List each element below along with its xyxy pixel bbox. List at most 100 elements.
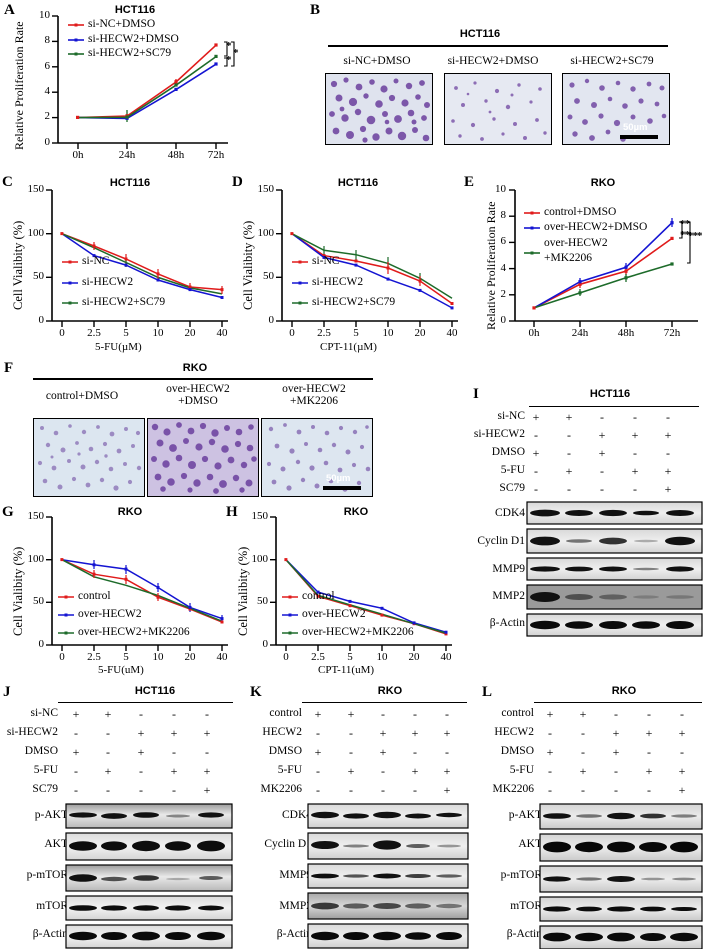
panel-g-xtick-0: 0 xyxy=(59,651,65,663)
panel-j-blot-images xyxy=(65,803,233,949)
panel-e: E RKO Relative Proliferation Rate xyxy=(458,170,704,360)
panel-l-val-4-0: - xyxy=(548,783,552,797)
panel-d-xtick-0: 0 xyxy=(289,327,295,339)
panel-l-val-3-0: - xyxy=(548,764,552,778)
panel-l-rule xyxy=(534,702,702,704)
panel-l-cond-label-4: MK2206 xyxy=(492,783,534,795)
panel-c-ytick-3: 150 xyxy=(27,183,45,195)
panel-e-sig-2: *** xyxy=(688,230,702,242)
panel-e-plot xyxy=(509,189,698,327)
panel-l-val-3-1: + xyxy=(579,764,587,778)
panel-j-val-0-4: - xyxy=(205,707,209,721)
panel-f-caption-0: control+DMSO xyxy=(45,390,119,402)
panel-k-val-2-0: + xyxy=(314,745,322,759)
panel-h-title: RKO xyxy=(343,506,369,518)
panel-i-val-4-0: - xyxy=(534,482,538,496)
panel-h-legend-2: over-HECW2+MK2206 xyxy=(302,626,414,638)
panel-l-val-3-2: - xyxy=(614,764,618,778)
panel-i-val-4-2: - xyxy=(600,482,604,496)
panel-l-val-2-3: - xyxy=(647,745,651,759)
panel-d-ytick-2: 100 xyxy=(257,227,275,239)
panel-k-val-4-0: - xyxy=(316,783,320,797)
panel-b-scale-bar xyxy=(620,135,658,139)
panel-e-ytick-2: 4 xyxy=(500,262,507,274)
panel-l-val-2-1: - xyxy=(581,745,585,759)
panel-k-val-0-1: + xyxy=(347,707,355,721)
panel-a-legend-1: si-HECW2+DMSO xyxy=(88,33,179,45)
panel-j-val-0-3: - xyxy=(172,707,176,721)
panel-l-val-2-2: + xyxy=(612,745,620,759)
panel-k-blot-images xyxy=(307,803,469,949)
panel-l-val-4-2: - xyxy=(614,783,618,797)
panel-l-blot-label-1: AKT xyxy=(518,838,542,850)
panel-a-sig-2: * xyxy=(233,47,238,59)
panel-k-val-3-3: + xyxy=(411,764,419,778)
panel-d: D HCT116 Cell Vialibity (%) xyxy=(228,170,463,360)
panel-d-xlabel: CPT-11(µM) xyxy=(320,341,377,353)
panel-j-val-1-4: + xyxy=(203,726,211,740)
panel-l-val-2-4: - xyxy=(680,745,684,759)
panel-f-scale-bar xyxy=(323,486,361,490)
panel-l-blot-label-3: mTOR xyxy=(510,900,542,912)
panel-e-ytick-3: 6 xyxy=(500,235,507,247)
panel-d-legend-2: si-HECW2+SC79 xyxy=(312,296,396,308)
panel-e-ytick-0: 0 xyxy=(500,314,507,326)
panel-l-val-0-4: - xyxy=(680,707,684,721)
panel-c-xtick-1: 2.5 xyxy=(87,327,101,339)
panel-g-xlabel: 5-FU(uM) xyxy=(98,664,144,676)
panel-d-xtick-2: 5 xyxy=(353,327,359,339)
panel-k: K RKO control HECW2 DMSO 5-FU MK2206 + +… xyxy=(240,682,469,949)
panel-e-legend-0: control+DMSO xyxy=(544,206,617,218)
panel-i-val-3-0: - xyxy=(534,464,538,478)
panel-j-blot-label-1: AKT xyxy=(44,838,68,850)
panel-k-val-2-2: + xyxy=(379,745,387,759)
panel-i-title: HCT116 xyxy=(589,388,631,400)
panel-j-cond-label-3: 5-FU xyxy=(33,764,58,776)
panel-a-xtick-0: 0h xyxy=(72,149,84,161)
panel-j-val-4-4: + xyxy=(203,783,211,797)
panel-i-rule xyxy=(529,406,699,408)
panel-j-val-3-0: - xyxy=(74,764,78,778)
panel-b-title: HCT116 xyxy=(459,28,501,40)
panel-d-plot xyxy=(276,189,458,327)
panel-a-xtick-2: 48h xyxy=(167,149,185,161)
panel-j: J HCT116 si-NC si-HECW2 DMSO 5-FU SC79 +… xyxy=(0,682,235,949)
panel-l-cond-label-2: DMSO xyxy=(500,745,534,757)
panel-i-val-1-3: + xyxy=(631,428,639,442)
panel-a-plot xyxy=(52,15,235,149)
panel-i-val-3-3: + xyxy=(631,464,639,478)
panel-i-val-1-1: - xyxy=(567,428,571,442)
panel-k-cond-label-3: 5-FU xyxy=(277,764,302,776)
panel-l: L RKO control HECW2 DMSO 5-FU MK2206 + +… xyxy=(472,682,704,949)
panel-i-blot-images xyxy=(526,501,703,637)
panel-k-val-3-1: + xyxy=(347,764,355,778)
panel-l-val-0-2: - xyxy=(614,707,618,721)
panel-i-val-2-4: - xyxy=(666,446,670,460)
panel-a-sig-1: * xyxy=(226,54,231,66)
panel-k-val-3-4: + xyxy=(443,764,451,778)
stain-field-sparse xyxy=(445,74,551,144)
panel-g-title: RKO xyxy=(117,506,143,518)
panel-a-ytick-3: 6 xyxy=(44,60,51,72)
panel-j-blot-label-0: p-AKT xyxy=(34,809,68,821)
panel-f-caption-2: over-HECW2 +MK2206 xyxy=(282,383,346,408)
panel-k-blot-label-4: β-Actin xyxy=(276,928,312,940)
panel-l-blot-label-4: β-Actin xyxy=(506,928,542,940)
panel-g-ytick-1: 50 xyxy=(33,595,44,607)
panel-k-cond-label-2: DMSO xyxy=(268,745,302,757)
panel-f-letter: F xyxy=(4,360,14,376)
panel-j-val-3-1: + xyxy=(104,764,112,778)
panel-k-val-0-2: - xyxy=(381,707,385,721)
panel-g-xtick-3: 10 xyxy=(152,651,164,663)
panel-k-val-4-4: + xyxy=(443,783,451,797)
panel-d-legend-0: si-NC xyxy=(312,255,340,267)
panel-h-xtick-5: 40 xyxy=(440,651,452,663)
panel-l-letter: L xyxy=(482,684,493,700)
panel-k-cond-label-0: control xyxy=(269,707,302,719)
panel-k-val-2-1: - xyxy=(349,745,353,759)
panel-d-xtick-4: 20 xyxy=(414,327,426,339)
panel-i: I HCT116 si-NC si-HECW2 DMSO 5-FU SC79 +… xyxy=(425,362,704,637)
panel-j-val-0-0: + xyxy=(72,707,80,721)
panel-k-val-0-4: - xyxy=(445,707,449,721)
panel-c-xtick-3: 10 xyxy=(152,327,164,339)
